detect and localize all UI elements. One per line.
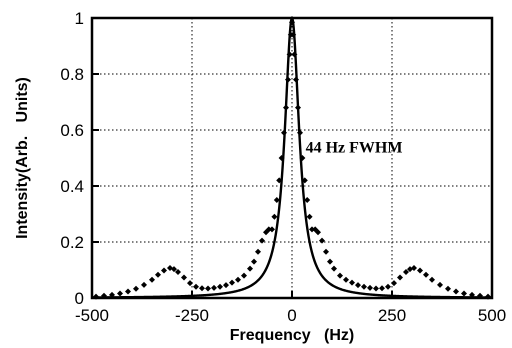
data-point-diamond <box>429 276 435 283</box>
data-point-diamond <box>295 104 301 111</box>
data-point-diamond <box>306 213 313 220</box>
x-tick-label: 500 <box>478 306 506 325</box>
data-point-diamond <box>327 258 333 265</box>
data-point-diamond <box>241 272 247 279</box>
lorentzian-fit-line <box>92 15 492 299</box>
x-tick-label: -500 <box>75 306 109 325</box>
data-point-diamond <box>193 283 199 290</box>
fwhm-annotation: 44 Hz FWHM <box>306 139 403 156</box>
data-point-diamond <box>417 267 423 274</box>
data-point-diamond <box>283 104 289 111</box>
x-tick-label: 250 <box>378 306 406 325</box>
data-point-diamond <box>337 272 343 279</box>
data-point-diamond <box>315 229 321 236</box>
data-point-diamond <box>149 276 155 283</box>
data-point-diamond <box>181 274 187 281</box>
data-point-diamond <box>141 281 147 288</box>
data-point-diamond <box>278 155 285 161</box>
data-point-diamond <box>453 288 459 295</box>
data-point-diamond <box>273 197 280 203</box>
data-point-diamond <box>271 213 278 220</box>
data-point-diamond <box>199 285 205 292</box>
y-tick-label: 0 <box>75 289 84 308</box>
data-point-diamond <box>117 290 123 297</box>
data-point-diamond <box>299 155 306 161</box>
data-point-diamond <box>379 285 385 292</box>
y-tick-label: 0.4 <box>60 177 84 196</box>
data-point-diamond <box>437 281 443 288</box>
data-point-diamond <box>397 274 403 281</box>
data-point-diamond <box>187 280 193 287</box>
data-point-diamond <box>281 129 287 136</box>
data-point-diamond <box>304 197 311 203</box>
data-point-diamond <box>291 51 298 58</box>
data-point-diamond <box>445 285 451 292</box>
data-point-diamond <box>343 276 349 283</box>
data-point-diamond <box>211 284 217 291</box>
data-point-diamond <box>319 237 325 244</box>
data-point-diamond <box>109 291 115 298</box>
data-point-diamond <box>293 76 299 83</box>
data-point-diamond <box>285 76 291 83</box>
data-point-diamond <box>286 51 293 58</box>
data-point-diamond <box>411 265 417 272</box>
data-point-diamond <box>290 31 297 38</box>
data-point-diamond <box>361 283 367 290</box>
y-tick-label: 0.8 <box>60 65 84 84</box>
data-point-diamond <box>289 19 295 26</box>
data-point-diamond <box>155 271 161 278</box>
data-point-diamond <box>265 226 272 233</box>
data-point-diamond <box>276 177 283 184</box>
x-axis-label: Frequency (Hz) <box>230 327 354 344</box>
data-point-diamond <box>423 271 429 278</box>
grid <box>92 18 492 298</box>
data-point-diamond <box>269 226 275 233</box>
y-tick-label: 0.6 <box>60 121 84 140</box>
y-axis-label: Intensity(Arb. Units) <box>14 77 31 239</box>
data-point-diamond <box>229 279 235 286</box>
data-point-diamond <box>133 285 139 292</box>
x-tick-label: -250 <box>175 306 209 325</box>
data-point-diamond <box>297 129 303 136</box>
data-point-diamond <box>367 284 373 291</box>
data-point-diamond <box>235 276 241 283</box>
data-point-diamond <box>247 265 253 272</box>
data-point-diamond <box>323 248 329 255</box>
data-point-diamond <box>205 285 211 292</box>
data-point-diamond <box>161 267 167 274</box>
data-point-diamond <box>461 290 467 297</box>
data-point-diamond <box>217 283 223 290</box>
data-point-diamond <box>309 226 315 233</box>
data-point-diamond <box>255 248 261 255</box>
x-tick-label: 0 <box>287 306 296 325</box>
data-point-diamond <box>469 291 475 298</box>
data-point-diamond <box>385 283 391 290</box>
data-point-diamond <box>355 282 361 289</box>
data-point-diamond <box>223 282 229 289</box>
data-point-diamond <box>301 177 308 184</box>
data-point-diamond <box>259 237 265 244</box>
data-point-diamond <box>391 280 397 287</box>
y-tick-label: 0.2 <box>60 233 84 252</box>
data-point-diamond <box>403 268 409 275</box>
data-point-diamond <box>175 268 181 275</box>
data-point-diamond <box>349 279 355 286</box>
data-point-diamond <box>125 288 131 295</box>
y-tick-label: 1 <box>75 9 84 28</box>
data-point-diamond <box>331 265 337 272</box>
data-point-diamond <box>373 285 379 292</box>
data-point-diamond <box>171 266 177 273</box>
data-point-diamond <box>251 258 257 265</box>
tick-layer: -500 -250 0 250 500 0 0.2 0.4 0.6 0.8 1 <box>60 9 506 325</box>
